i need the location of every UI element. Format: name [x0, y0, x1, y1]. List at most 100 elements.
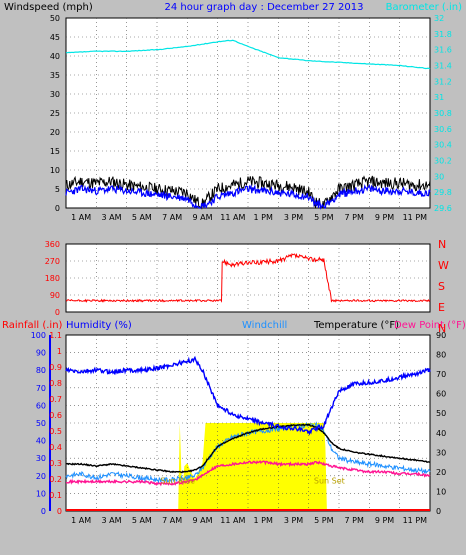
temperature-panel-x-tick-label: 1 PM: [253, 516, 272, 525]
wind-direction-line: [65, 252, 431, 303]
wind-panel-x-tick-label: 1 PM: [253, 213, 272, 222]
temperature-panel-x-tick-label: 9 PM: [375, 516, 394, 525]
temperature-tick-label: 0: [436, 507, 441, 516]
windspeed-tick-label: 15: [50, 147, 60, 156]
windchill-label: Windchill: [242, 320, 287, 331]
barometer-tick-label: 31.4: [434, 62, 452, 71]
windspeed-tick-label: 5: [55, 185, 60, 194]
rainfall-tick-label: 1: [57, 347, 62, 356]
temperature-tick-label: 10: [436, 487, 446, 496]
direction-tick-label: 180: [45, 274, 60, 283]
barometer-tick-label: 30.4: [434, 141, 452, 150]
temperature-panel-x-tick-label: 11 PM: [403, 516, 428, 525]
temperature-panel-x-tick-label: 1 AM: [71, 516, 91, 525]
temperature-tick-label: 90: [436, 331, 446, 340]
humidity-tick-label: 100: [31, 331, 46, 340]
temperature-tick-label: 40: [436, 429, 446, 438]
rainfall-tick-label: 0.4: [49, 443, 62, 452]
compass-label: N: [438, 238, 446, 251]
direction-tick-label: 270: [45, 257, 60, 266]
temperature-panel-x-tick-label: 5 PM: [314, 516, 333, 525]
windchill-line: [65, 421, 431, 484]
dewpoint-label: Dew Point (°F): [394, 320, 466, 331]
barometer-tick-label: 31: [434, 93, 444, 102]
temperature-axis-label: Temperature (°F): [313, 320, 399, 331]
temperature-panel-x-tick-label: 9 AM: [192, 516, 212, 525]
compass-label: N: [438, 322, 446, 335]
temperature-tick-label: 80: [436, 351, 446, 360]
humidity-axis-label: Humidity (%): [66, 320, 132, 331]
wind-average-line: [65, 183, 431, 210]
temperature-panel-x-tick-label: 5 AM: [132, 516, 152, 525]
rainfall-tick-label: 0.6: [49, 411, 62, 420]
compass-label: S: [438, 280, 445, 293]
rainfall-tick-label: 1.1: [49, 331, 62, 340]
chart-title: 24 hour graph day : December 27 2013: [165, 2, 364, 13]
windspeed-line: [65, 175, 431, 210]
temperature-tick-label: 50: [436, 409, 446, 418]
barometer-tick-label: 30.8: [434, 109, 452, 118]
rainfall-tick-label: 0.2: [49, 475, 62, 484]
temperature-panel-x-tick-label: 11 AM: [220, 516, 245, 525]
windspeed-tick-label: 35: [50, 71, 60, 80]
rainfall-tick-label: 0.9: [49, 363, 62, 372]
sunrise-label: Sun Rise: [160, 477, 195, 486]
barometer-tick-label: 29.6: [434, 204, 452, 213]
windspeed-tick-label: 20: [50, 128, 60, 137]
sunset-label: Sun Set: [314, 477, 345, 486]
temperature-tick-label: 60: [436, 390, 446, 399]
temperature-panel-x-tick-label: 7 AM: [162, 516, 182, 525]
humidity-tick-label: 50: [36, 419, 46, 428]
wind-panel-x-tick-label: 7 AM: [162, 213, 182, 222]
barometer-tick-label: 30.2: [434, 157, 452, 166]
compass-label: E: [438, 301, 445, 314]
barometer-tick-label: 32: [434, 14, 444, 23]
humidity-tick-label: 30: [36, 454, 46, 463]
temperature-tick-label: 30: [436, 448, 446, 457]
windspeed-tick-label: 30: [50, 90, 60, 99]
barometer-tick-label: 29.8: [434, 188, 452, 197]
windspeed-tick-label: 0: [55, 204, 60, 213]
humidity-tick-label: 10: [36, 489, 46, 498]
windspeed-tick-label: 45: [50, 33, 60, 42]
humidity-tick-label: 20: [36, 472, 46, 481]
wind-panel-x-tick-label: 11 AM: [220, 213, 245, 222]
humidity-line: [65, 355, 431, 436]
windspeed-tick-label: 25: [50, 109, 60, 118]
humidity-tick-label: 0: [41, 507, 46, 516]
windspeed-axis-label: Windspeed (mph): [4, 2, 93, 13]
rainfall-axis-label: Rainfall (.in): [2, 320, 63, 331]
windspeed-tick-label: 40: [50, 52, 60, 61]
rainfall-tick-label: 0.8: [49, 379, 62, 388]
wind-panel-x-tick-label: 5 AM: [132, 213, 152, 222]
temperature-panel-x-tick-label: 3 PM: [284, 516, 303, 525]
wind-panel-x-tick-label: 9 PM: [375, 213, 394, 222]
barometer-tick-label: 30: [434, 172, 444, 181]
wind-panel-grid: [66, 18, 430, 208]
wind-panel-x-tick-label: 11 PM: [403, 213, 428, 222]
direction-tick-label: 360: [45, 240, 60, 249]
wind-panel-x-tick-label: 3 AM: [101, 213, 121, 222]
humidity-tick-label: 70: [36, 384, 46, 393]
barometer-tick-label: 30.6: [434, 125, 452, 134]
wind-panel-x-tick-label: 3 PM: [284, 213, 303, 222]
direction-tick-label: 90: [50, 291, 60, 300]
temperature-panel-x-tick-label: 3 AM: [101, 516, 121, 525]
humidity-tick-label: 80: [36, 366, 46, 375]
barometer-tick-label: 31.2: [434, 77, 452, 86]
barometer-axis-label: Barometer (.in): [386, 2, 462, 13]
barometer-tick-label: 31.8: [434, 30, 452, 39]
temperature-line: [66, 423, 431, 474]
temperature-panel-x-tick-label: 7 PM: [344, 516, 363, 525]
windspeed-tick-label: 10: [50, 166, 60, 175]
compass-label: W: [438, 259, 449, 272]
wind-panel-x-tick-label: 9 AM: [192, 213, 212, 222]
wind-panel-x-tick-label: 1 AM: [71, 213, 91, 222]
rainfall-tick-label: 0.3: [49, 459, 62, 468]
rainfall-tick-label: 0.1: [49, 491, 62, 500]
windspeed-tick-label: 50: [50, 14, 60, 23]
wind-panel-x-tick-label: 7 PM: [344, 213, 363, 222]
direction-tick-label: 0: [55, 308, 60, 317]
